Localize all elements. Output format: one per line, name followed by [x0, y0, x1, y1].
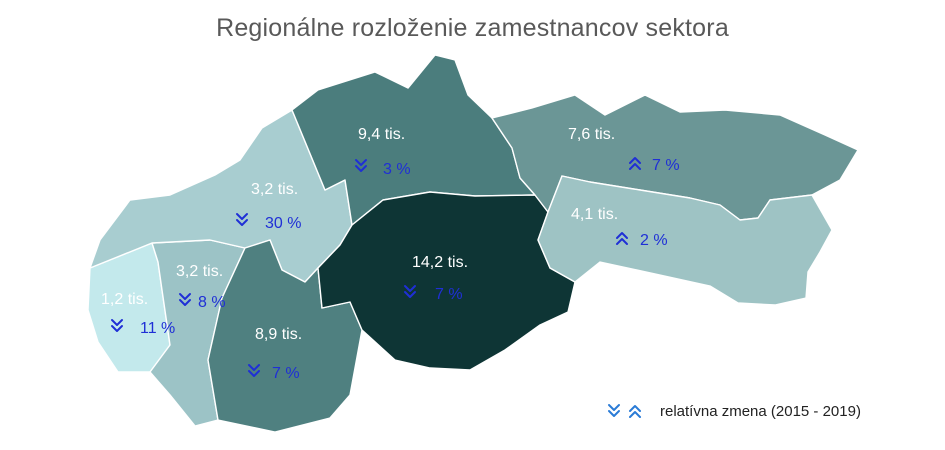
employees-label: 1,2 tis.: [101, 291, 148, 308]
change-label: 3 %: [383, 161, 411, 178]
chevron-down-icon: [111, 319, 123, 332]
label-presov: 7,6 tis. 7 %: [568, 126, 680, 174]
change-label: 8 %: [198, 294, 226, 311]
employees-label: 3,2 tis.: [251, 181, 298, 198]
label-trnava: 3,2 tis. 8 %: [176, 263, 226, 311]
change-label: 7 %: [272, 365, 300, 382]
employees-label: 7,6 tis.: [568, 126, 615, 143]
label-bratislava: 1,2 tis. 11 %: [101, 291, 175, 337]
chevron-down-icon: [355, 159, 367, 172]
chevron-down-icon: [248, 364, 260, 377]
employees-label: 8,9 tis.: [255, 326, 302, 343]
region-banska-bystrica[interactable]: [317, 191, 576, 371]
chevron-pair-icon: [608, 404, 641, 418]
change-label: 30 %: [265, 215, 301, 232]
employees-label: 9,4 tis.: [358, 126, 405, 143]
employees-label: 4,1 tis.: [571, 206, 618, 223]
chevron-down-icon: [179, 293, 191, 306]
employees-label: 3,2 tis.: [176, 263, 223, 280]
change-label: 11 %: [140, 320, 175, 337]
label-kosice: 4,1 tis. 2 %: [571, 206, 668, 249]
change-label: 7 %: [435, 286, 463, 303]
label-nitra: 8,9 tis. 7 %: [248, 326, 302, 382]
legend-label: relatívna zmena (2015 - 2019): [660, 402, 861, 420]
chevron-up-icon: [616, 232, 628, 245]
legend: relatívna zmena (2015 - 2019): [606, 400, 861, 422]
label-banska-bystrica: 14,2 tis. 7 %: [404, 254, 468, 303]
chevron-up-icon: [629, 157, 641, 170]
chevron-down-icon: [404, 285, 416, 298]
employees-label: 14,2 tis.: [412, 254, 468, 271]
label-trencin: 3,2 tis. 30 %: [236, 181, 301, 232]
region-kosice[interactable]: [537, 175, 833, 306]
change-label: 2 %: [640, 232, 668, 249]
label-zilina: 9,4 tis. 3 %: [355, 126, 411, 178]
change-label: 7 %: [652, 157, 680, 174]
page-title: Regionálne rozloženie zamestnancov sekto…: [216, 14, 729, 42]
chevron-down-icon: [236, 213, 248, 226]
